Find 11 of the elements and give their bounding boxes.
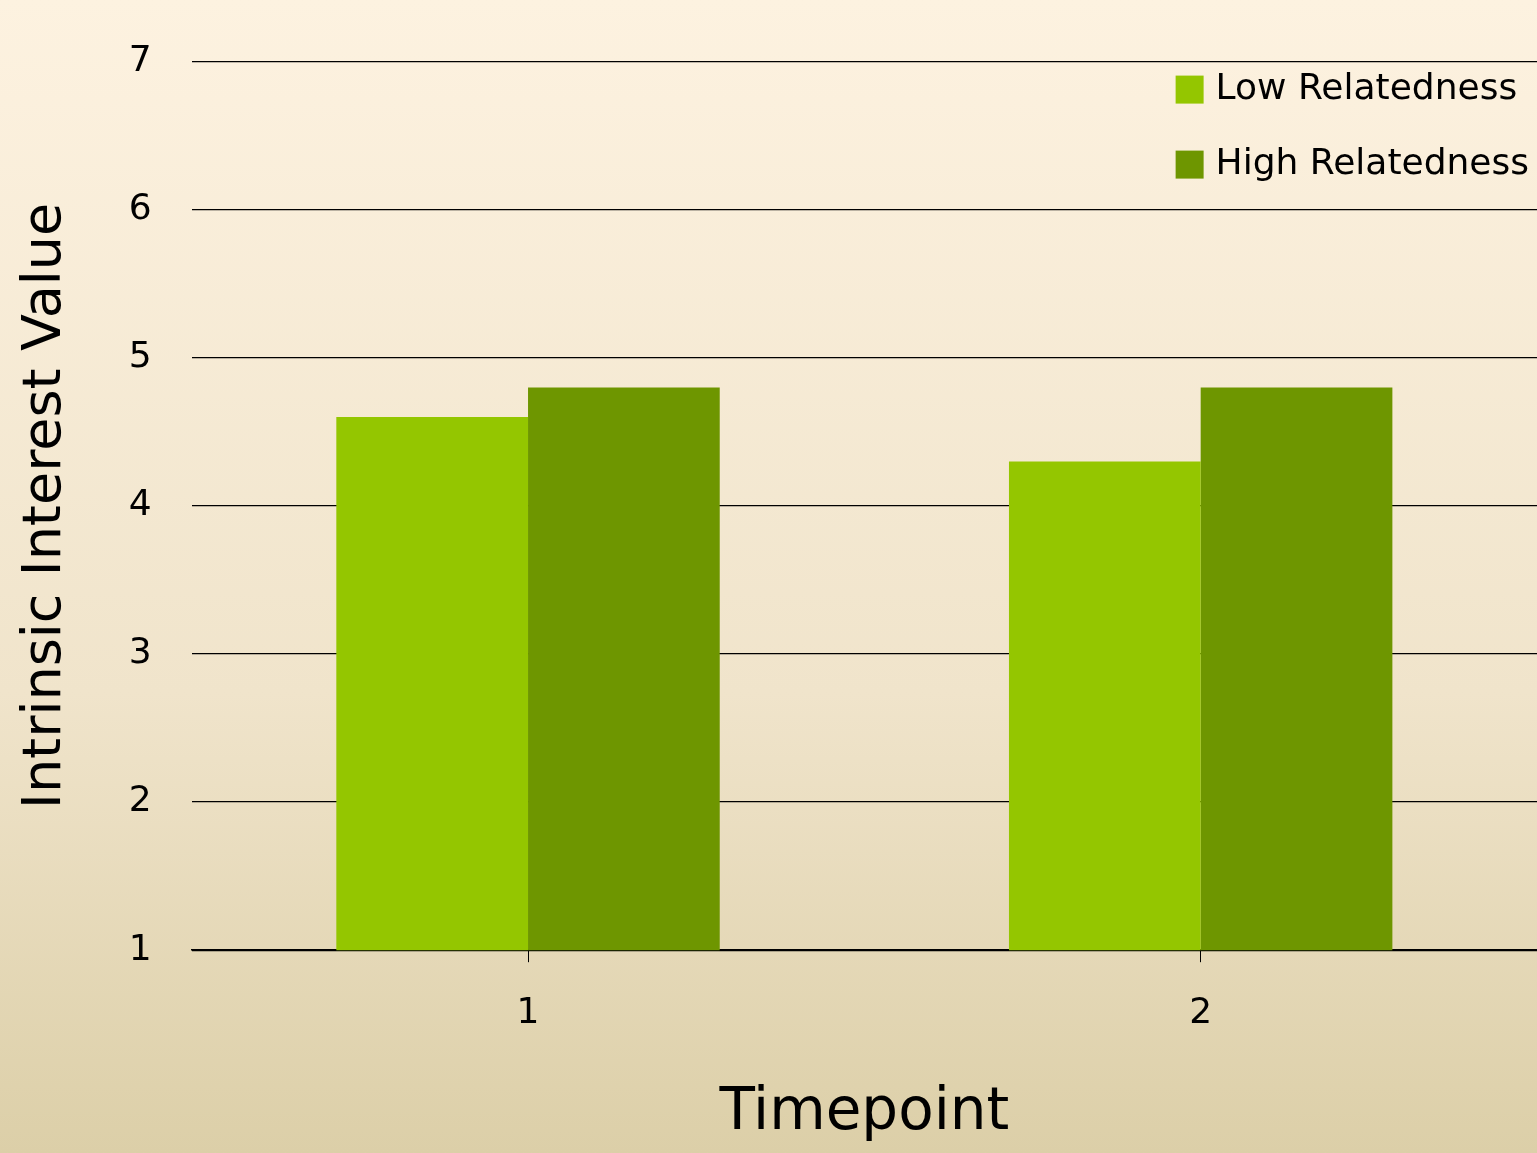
y-tick-label: 2 [128,778,152,820]
y-tick-label: 1 [128,926,152,968]
x-axis-title: Timepoint [718,1075,1010,1144]
y-axis-title: Intrinsic Interest Value [10,202,74,810]
legend-label: Low Relatedness [1215,65,1518,107]
y-tick-label: 6 [128,186,152,228]
y-tick-label: 3 [128,630,152,672]
legend-label: High Relatedness [1215,140,1530,182]
y-tick-label: 7 [128,37,152,79]
y-tick-label: 5 [128,334,152,376]
y-tick-label: 4 [128,482,152,524]
